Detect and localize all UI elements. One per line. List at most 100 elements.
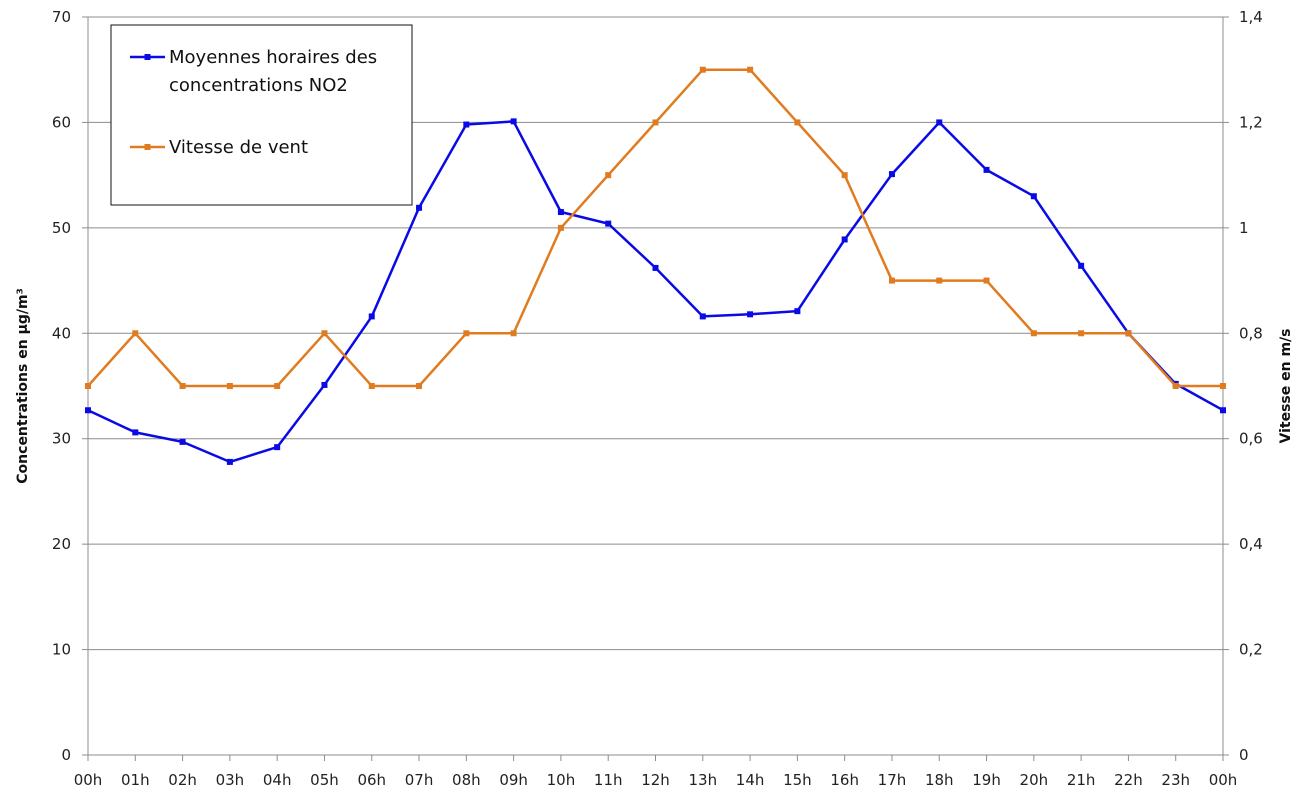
axes: 0 10 20 30 40 50 60 70 0 0,2 0,4 0,6 0,8 1 1,2 1,4 00h 01… [15, 8, 1294, 789]
data-point-2 [463, 330, 470, 337]
x-tick-label: 00h [74, 771, 103, 789]
y2-tick-label: 0,6 [1239, 430, 1263, 448]
y2-tick-label: 1,2 [1239, 113, 1263, 131]
data-point-2 [368, 383, 375, 389]
x-tick-label: 06h [357, 771, 386, 789]
data-point-2 [416, 383, 423, 389]
legend: Moyennes horaires des concentrations NO2 V… [110, 24, 413, 206]
y-axis-title: Concentrations en µg/m³ [15, 288, 31, 483]
data-point-2 [321, 330, 328, 337]
x-tick-label: 22h [1114, 771, 1143, 789]
x-tick-label: 13h [688, 771, 717, 789]
legend-marker-1 [144, 54, 151, 60]
x-tick-label: 09h [499, 771, 528, 789]
x-tick-label: 14h [736, 771, 765, 789]
x-tick-label: 04h [263, 771, 292, 789]
data-point-2 [794, 119, 801, 126]
data-point-2 [983, 277, 990, 284]
x-tick-label: 21h [1067, 771, 1096, 789]
data-point-2 [936, 277, 943, 284]
data-point-2 [226, 383, 233, 389]
legend-box [110, 24, 413, 206]
x-tick-label: 01h [121, 771, 150, 789]
data-point-1 [132, 429, 139, 436]
y2-tick-label: 0,4 [1239, 535, 1263, 553]
legend-marker-2 [144, 144, 151, 150]
x-tick-label: 16h [830, 771, 859, 789]
legend-label-1: Moyennes horaires des [169, 47, 377, 68]
x-tick-label: 19h [972, 771, 1001, 789]
y2-tick-label: 1 [1239, 219, 1249, 237]
y-tick-label: 60 [52, 113, 71, 131]
y-tick-label: 20 [52, 535, 71, 553]
data-point-1 [1030, 193, 1037, 200]
y-tick-label: 40 [52, 324, 71, 342]
data-point-2 [274, 383, 281, 389]
y-tick-label: 0 [61, 746, 71, 764]
data-point-1 [557, 209, 564, 216]
data-point-1 [510, 118, 517, 125]
x-tick-label: 02h [168, 771, 197, 789]
data-point-2 [1125, 330, 1132, 337]
data-point-1 [794, 308, 801, 315]
y2-tick-label: 0,8 [1239, 324, 1263, 342]
data-point-2 [1172, 383, 1179, 389]
x-tick-label: 10h [547, 771, 576, 789]
data-point-2 [557, 224, 564, 231]
y2-tick-label: 0,2 [1239, 641, 1263, 659]
legend-label-1-cont: concentrations NO2 [169, 75, 348, 96]
data-point-1 [747, 311, 754, 318]
data-point-1 [226, 458, 233, 465]
y2-tick-label: 0 [1239, 746, 1249, 764]
data-point-1 [463, 121, 470, 128]
x-tick-label: 05h [310, 771, 339, 789]
data-point-1 [652, 264, 659, 271]
legend-label-2: Vitesse de vent [169, 137, 308, 158]
data-point-2 [888, 277, 895, 284]
y-tick-label: 70 [52, 8, 71, 26]
x-tick-label: 07h [405, 771, 434, 789]
data-point-1 [368, 313, 375, 320]
x-tick-label: 00h [1209, 771, 1238, 789]
data-point-1 [85, 407, 91, 414]
data-point-1 [936, 119, 943, 126]
x-tick-label: 17h [878, 771, 907, 789]
x-tick-label: 08h [452, 771, 481, 789]
data-point-1 [321, 381, 328, 388]
x-tick-label: 20h [1020, 771, 1049, 789]
data-point-1 [179, 438, 186, 445]
x-tick-label: 03h [216, 771, 245, 789]
data-point-1 [888, 171, 895, 178]
data-point-1 [1078, 262, 1085, 269]
data-point-2 [699, 66, 706, 73]
series-lines [85, 66, 1226, 465]
data-point-2 [510, 330, 517, 337]
data-point-2 [605, 172, 612, 179]
data-point-1 [983, 166, 990, 173]
data-point-2 [747, 66, 754, 73]
data-point-2 [841, 172, 848, 179]
data-point-1 [416, 204, 423, 211]
data-point-1 [605, 220, 612, 227]
data-point-1 [841, 236, 848, 243]
y-tick-label: 30 [52, 430, 71, 448]
data-point-2 [1030, 330, 1037, 337]
data-point-2 [85, 383, 91, 389]
x-tick-label: 18h [925, 771, 954, 789]
data-point-1 [274, 444, 281, 451]
y2-axis-title: Vitesse en m/s [1278, 329, 1294, 444]
data-point-2 [179, 383, 186, 389]
data-point-1 [1220, 407, 1226, 414]
y-tick-label: 10 [52, 641, 71, 659]
x-tick-label: 12h [641, 771, 670, 789]
data-point-2 [1078, 330, 1085, 337]
data-point-2 [132, 330, 139, 337]
data-point-2 [652, 119, 659, 126]
data-point-1 [699, 313, 706, 320]
x-tick-label: 15h [783, 771, 812, 789]
data-point-2 [1220, 383, 1226, 389]
y-tick-label: 50 [52, 219, 71, 237]
x-tick-label: 11h [594, 771, 623, 789]
